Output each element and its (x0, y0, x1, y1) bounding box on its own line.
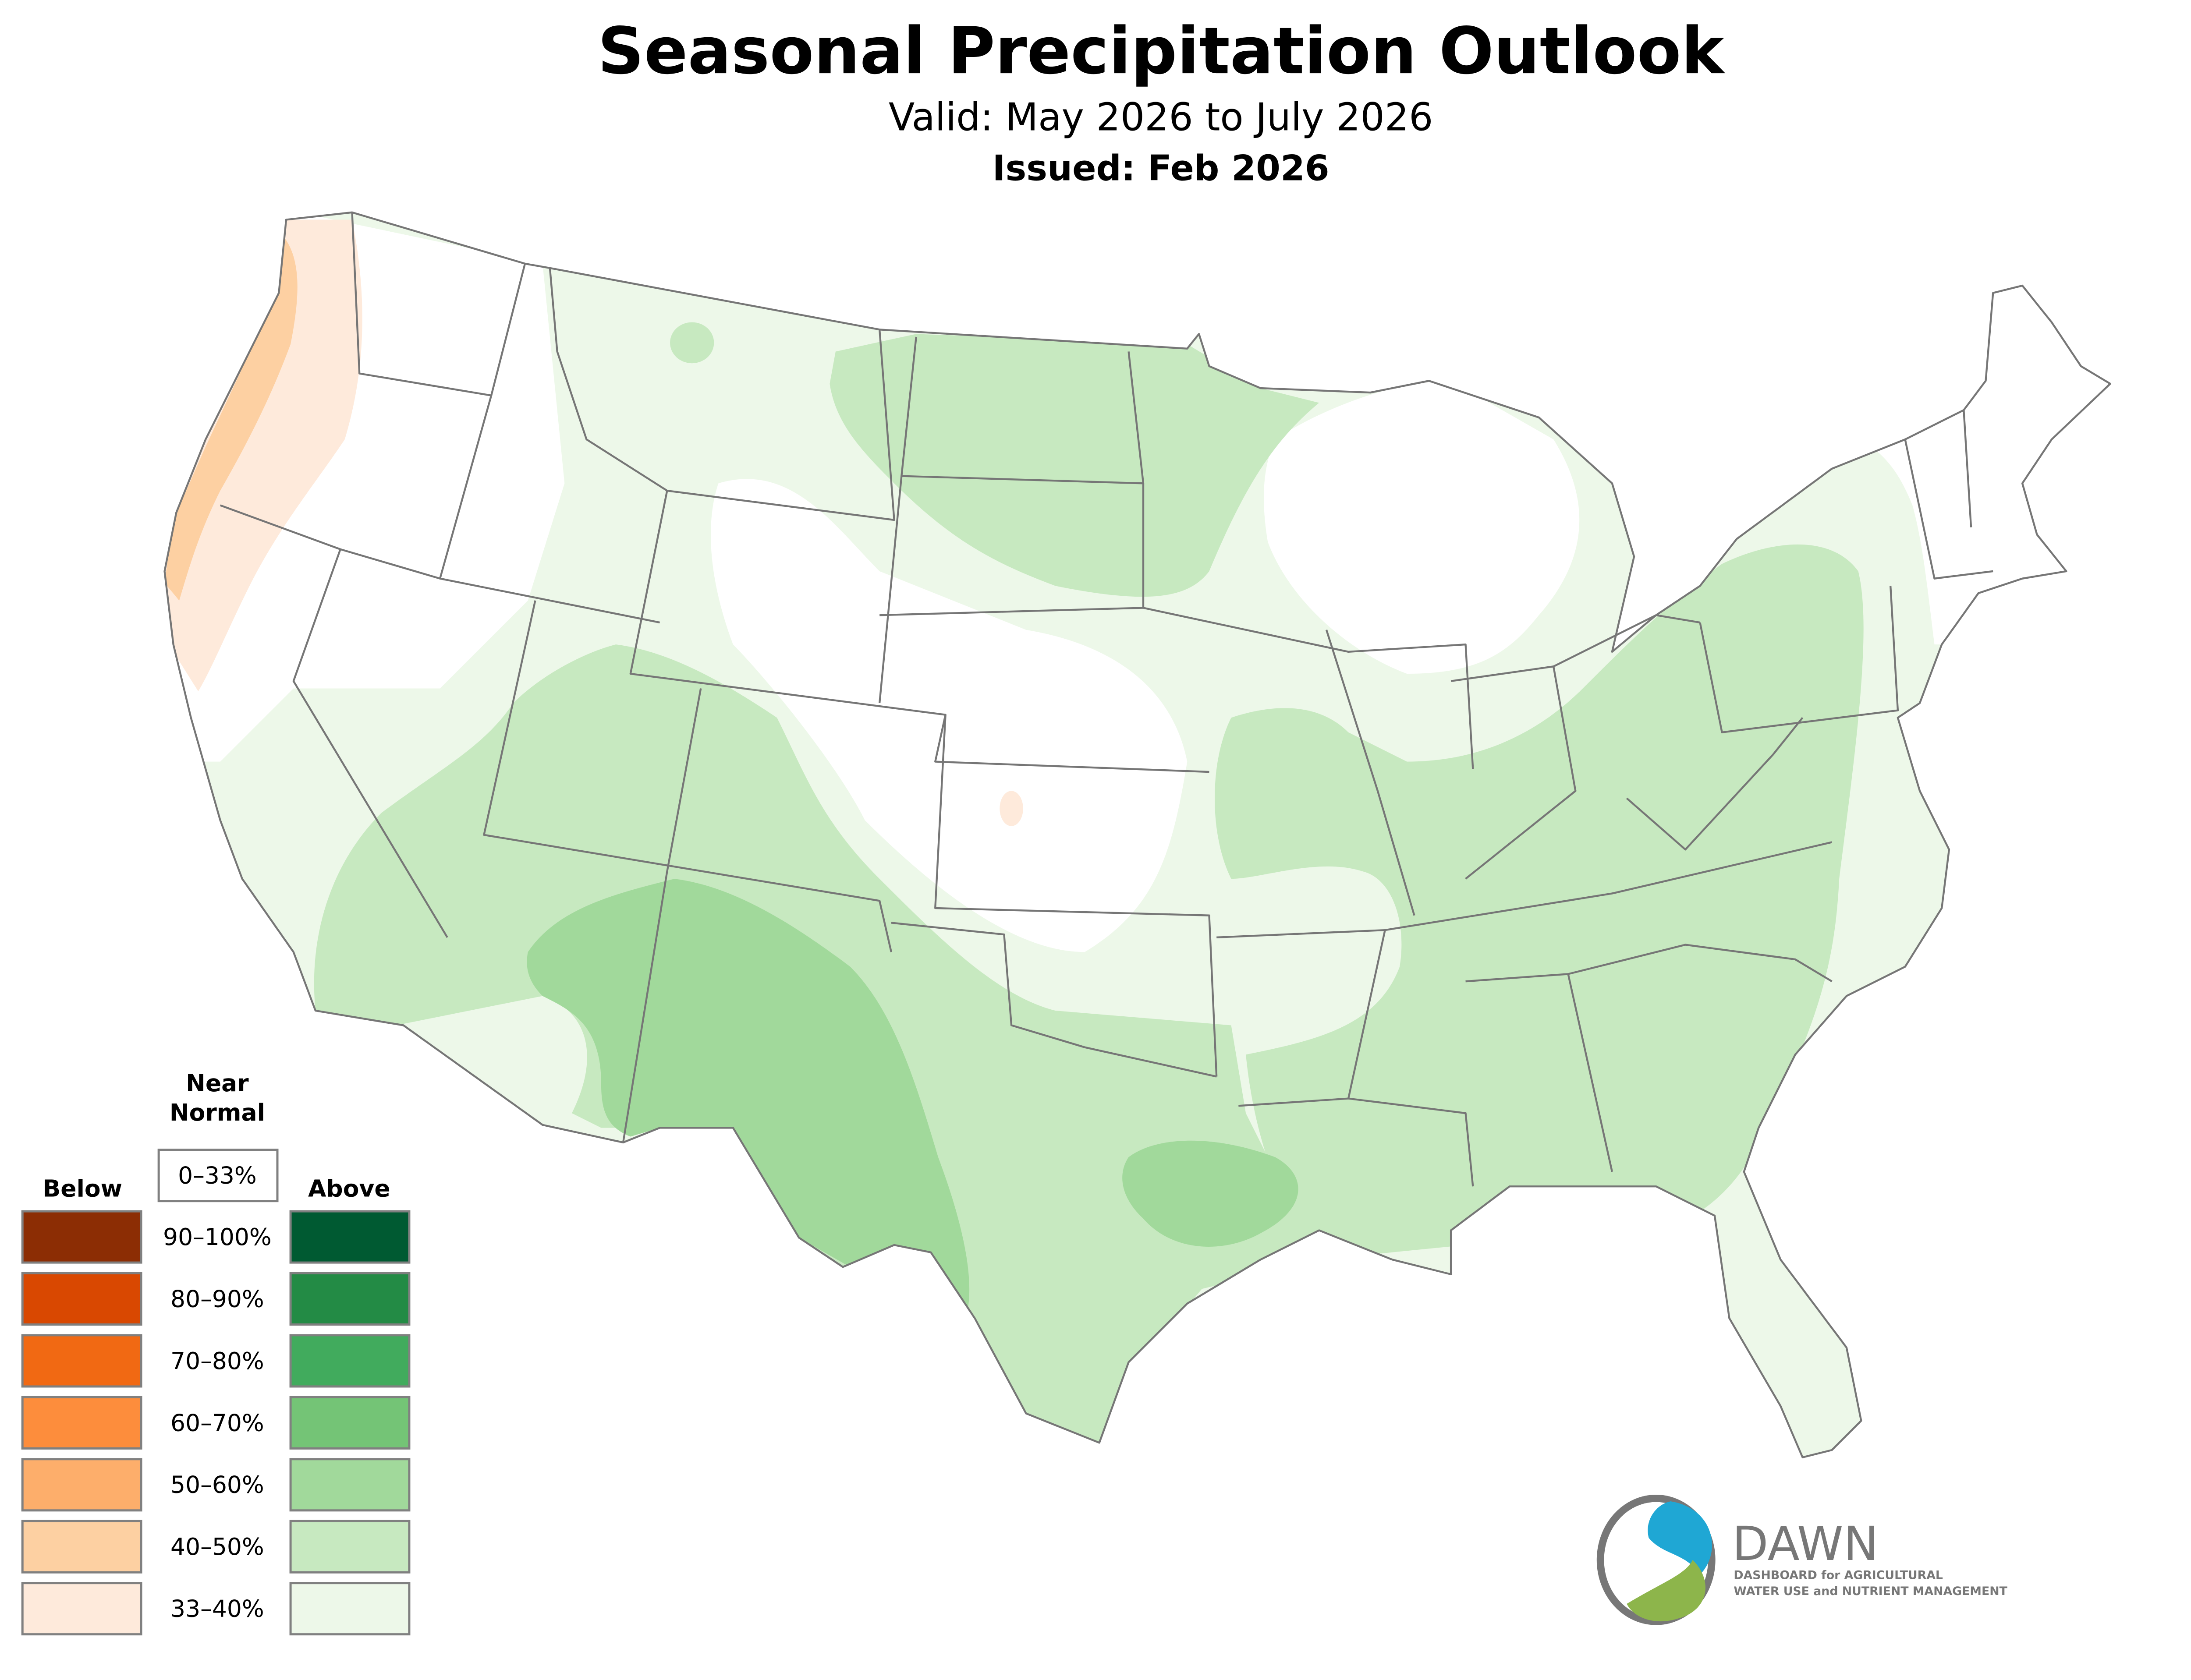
legend-below-heading: Below (43, 1175, 123, 1203)
above-50-60-southwest (527, 879, 970, 1311)
near-normal-plains (710, 479, 1188, 952)
legend-near-normal-title: Near (186, 1069, 249, 1097)
below-33-40-colorado-spot (1000, 791, 1023, 826)
legend-below-swatch (21, 1396, 142, 1450)
legend-near-normal-range: 0–33% (178, 1162, 257, 1189)
legend-range-label: 33–40% (170, 1595, 264, 1623)
logo-tagline-2: WATER USE and NUTRIENT MANAGEMENT (1734, 1585, 2007, 1598)
legend-above-swatch (289, 1334, 411, 1388)
legend-above-swatch (289, 1396, 411, 1450)
state-borders (165, 212, 2110, 1457)
legend-above-swatch (289, 1210, 411, 1264)
legend-below-swatch (21, 1272, 142, 1326)
valid-period: Valid: May 2026 to July 2026 (889, 95, 1433, 140)
logo-leaf (1627, 1560, 1705, 1622)
logo-water-drop (1648, 1501, 1712, 1575)
dawn-logo: DAWN DASHBOARD for AGRICULTURAL WATER US… (1596, 1495, 2008, 1625)
legend-above-heading: Above (308, 1175, 390, 1203)
logo-tagline-1: DASHBOARD for AGRICULTURAL (1734, 1568, 1943, 1582)
above-50-60-gulf (1122, 1140, 1298, 1247)
legend-range-label: 40–50% (170, 1533, 264, 1560)
legend-range-label: 50–60% (170, 1471, 264, 1499)
legend-range-label: 70–80% (170, 1347, 264, 1375)
legend-below-swatch (21, 1210, 142, 1264)
above-40-50-montana-spot (670, 322, 714, 364)
map-title: Seasonal Precipitation Outlook (598, 13, 1726, 88)
above-40-50-northern-plains (830, 334, 1319, 597)
legend-below-swatch (21, 1520, 142, 1574)
legend-above-swatch (289, 1520, 411, 1574)
legend-range-label: 90–100% (163, 1223, 272, 1251)
above-40-50-east (1214, 544, 1864, 1260)
legend-above-swatch (289, 1458, 411, 1512)
issued-date: Issued: Feb 2026 (993, 148, 1329, 188)
legend-above-swatch (289, 1582, 411, 1636)
legend-range-label: 80–90% (170, 1285, 264, 1312)
near-normal-great-lakes (1264, 381, 1580, 674)
logo-name: DAWN (1732, 1517, 1879, 1571)
legend-near-normal-title-2: Normal (170, 1099, 265, 1126)
logo-circuit-ring (1596, 1495, 1716, 1625)
legend-below-swatch (21, 1334, 142, 1388)
legend-above-swatch (289, 1272, 411, 1326)
legend-range-label: 60–70% (170, 1409, 264, 1436)
legend: Near Normal 0–33% Below Above 90–100% 80–… (21, 1069, 411, 1636)
legend-below-swatch (21, 1582, 142, 1636)
legend-below-swatch (21, 1458, 142, 1512)
below-40-50-west-coast (164, 234, 298, 601)
legend-near-normal-swatch (157, 1149, 279, 1203)
below-33-40-west-coast (164, 219, 362, 692)
